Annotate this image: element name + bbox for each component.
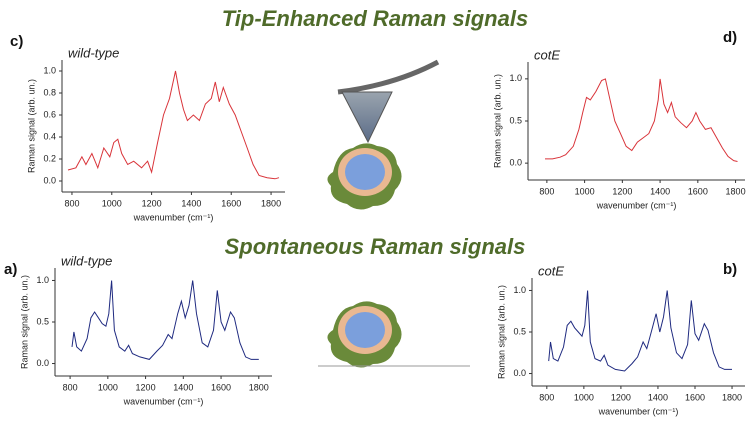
y-axis-title: Raman signal (arb. un.) xyxy=(496,285,506,379)
y-axis-title: Raman signal (arb. un.) xyxy=(26,79,36,173)
y-tick-label: 0.5 xyxy=(509,115,522,125)
y-tick-label: 0.0 xyxy=(509,158,522,168)
x-axis-title: wavenumber (cm⁻¹) xyxy=(133,212,214,222)
x-axis-title: wavenumber (cm⁻¹) xyxy=(123,396,204,406)
y-tick-label: 0.0 xyxy=(43,175,56,185)
y-tick-label: 0.0 xyxy=(513,368,526,378)
x-tick-label: 800 xyxy=(64,198,79,208)
x-axis-title: wavenumber (cm⁻¹) xyxy=(598,406,679,416)
y-axis-title: Raman signal (arb. un.) xyxy=(19,275,29,369)
spectrum-line xyxy=(549,291,732,372)
figure: Tip-Enhanced Raman signals Spontaneous R… xyxy=(0,0,751,428)
y-tick-label: 1.0 xyxy=(509,73,522,83)
x-tick-label: 1000 xyxy=(102,198,122,208)
x-tick-label: 1200 xyxy=(136,382,156,392)
x-tick-label: 1400 xyxy=(650,186,670,196)
y-tick-label: 0.5 xyxy=(36,316,49,326)
x-tick-label: 1000 xyxy=(98,382,118,392)
x-tick-label: 800 xyxy=(539,392,554,402)
x-tick-label: 1800 xyxy=(249,382,269,392)
x-tick-label: 1600 xyxy=(211,382,231,392)
ters-diagram xyxy=(327,62,438,210)
x-tick-label: 800 xyxy=(539,186,554,196)
spectrum-line xyxy=(72,281,259,360)
y-tick-label: 0.0 xyxy=(36,358,49,368)
heading-spontaneous: Spontaneous Raman signals xyxy=(225,234,526,259)
x-tick-label: 1400 xyxy=(648,392,668,402)
y-tick-label: 0.5 xyxy=(513,326,526,336)
y-tick-label: 0.2 xyxy=(43,153,56,163)
x-tick-label: 1600 xyxy=(688,186,708,196)
y-tick-label: 0.6 xyxy=(43,109,56,119)
x-tick-label: 1800 xyxy=(722,392,742,402)
panel-label: d) xyxy=(723,29,737,46)
plot-title: cotE xyxy=(534,47,560,62)
panel-label: a) xyxy=(4,261,17,278)
y-tick-label: 1.0 xyxy=(36,275,49,285)
plot-title: wild-type xyxy=(68,45,119,60)
x-tick-label: 1600 xyxy=(221,198,241,208)
x-tick-label: 1000 xyxy=(574,392,594,402)
y-tick-label: 1.0 xyxy=(513,285,526,295)
spectrum-line xyxy=(545,79,738,162)
x-tick-label: 1200 xyxy=(611,392,631,402)
x-tick-label: 1400 xyxy=(181,198,201,208)
y-axis-title: Raman signal (arb. un.) xyxy=(492,74,502,168)
x-tick-label: 1800 xyxy=(261,198,281,208)
x-tick-label: 1600 xyxy=(685,392,705,402)
x-tick-label: 800 xyxy=(63,382,78,392)
x-tick-label: 1000 xyxy=(575,186,595,196)
x-tick-label: 1800 xyxy=(726,186,746,196)
y-tick-label: 1.0 xyxy=(43,65,56,75)
cell-diagram xyxy=(318,301,470,367)
heading-tip: Tip-Enhanced Raman signals xyxy=(222,6,528,31)
x-tick-label: 1400 xyxy=(173,382,193,392)
plot-title: cotE xyxy=(538,263,564,278)
y-tick-label: 0.4 xyxy=(43,131,56,141)
x-tick-label: 1200 xyxy=(612,186,632,196)
plot-title: wild-type xyxy=(61,253,112,268)
y-tick-label: 0.8 xyxy=(43,87,56,97)
x-tick-label: 1200 xyxy=(142,198,162,208)
panel-label: b) xyxy=(723,261,737,278)
spectrum-line xyxy=(68,71,279,179)
x-axis-title: wavenumber (cm⁻¹) xyxy=(596,200,677,210)
panel-label: c) xyxy=(10,33,23,50)
